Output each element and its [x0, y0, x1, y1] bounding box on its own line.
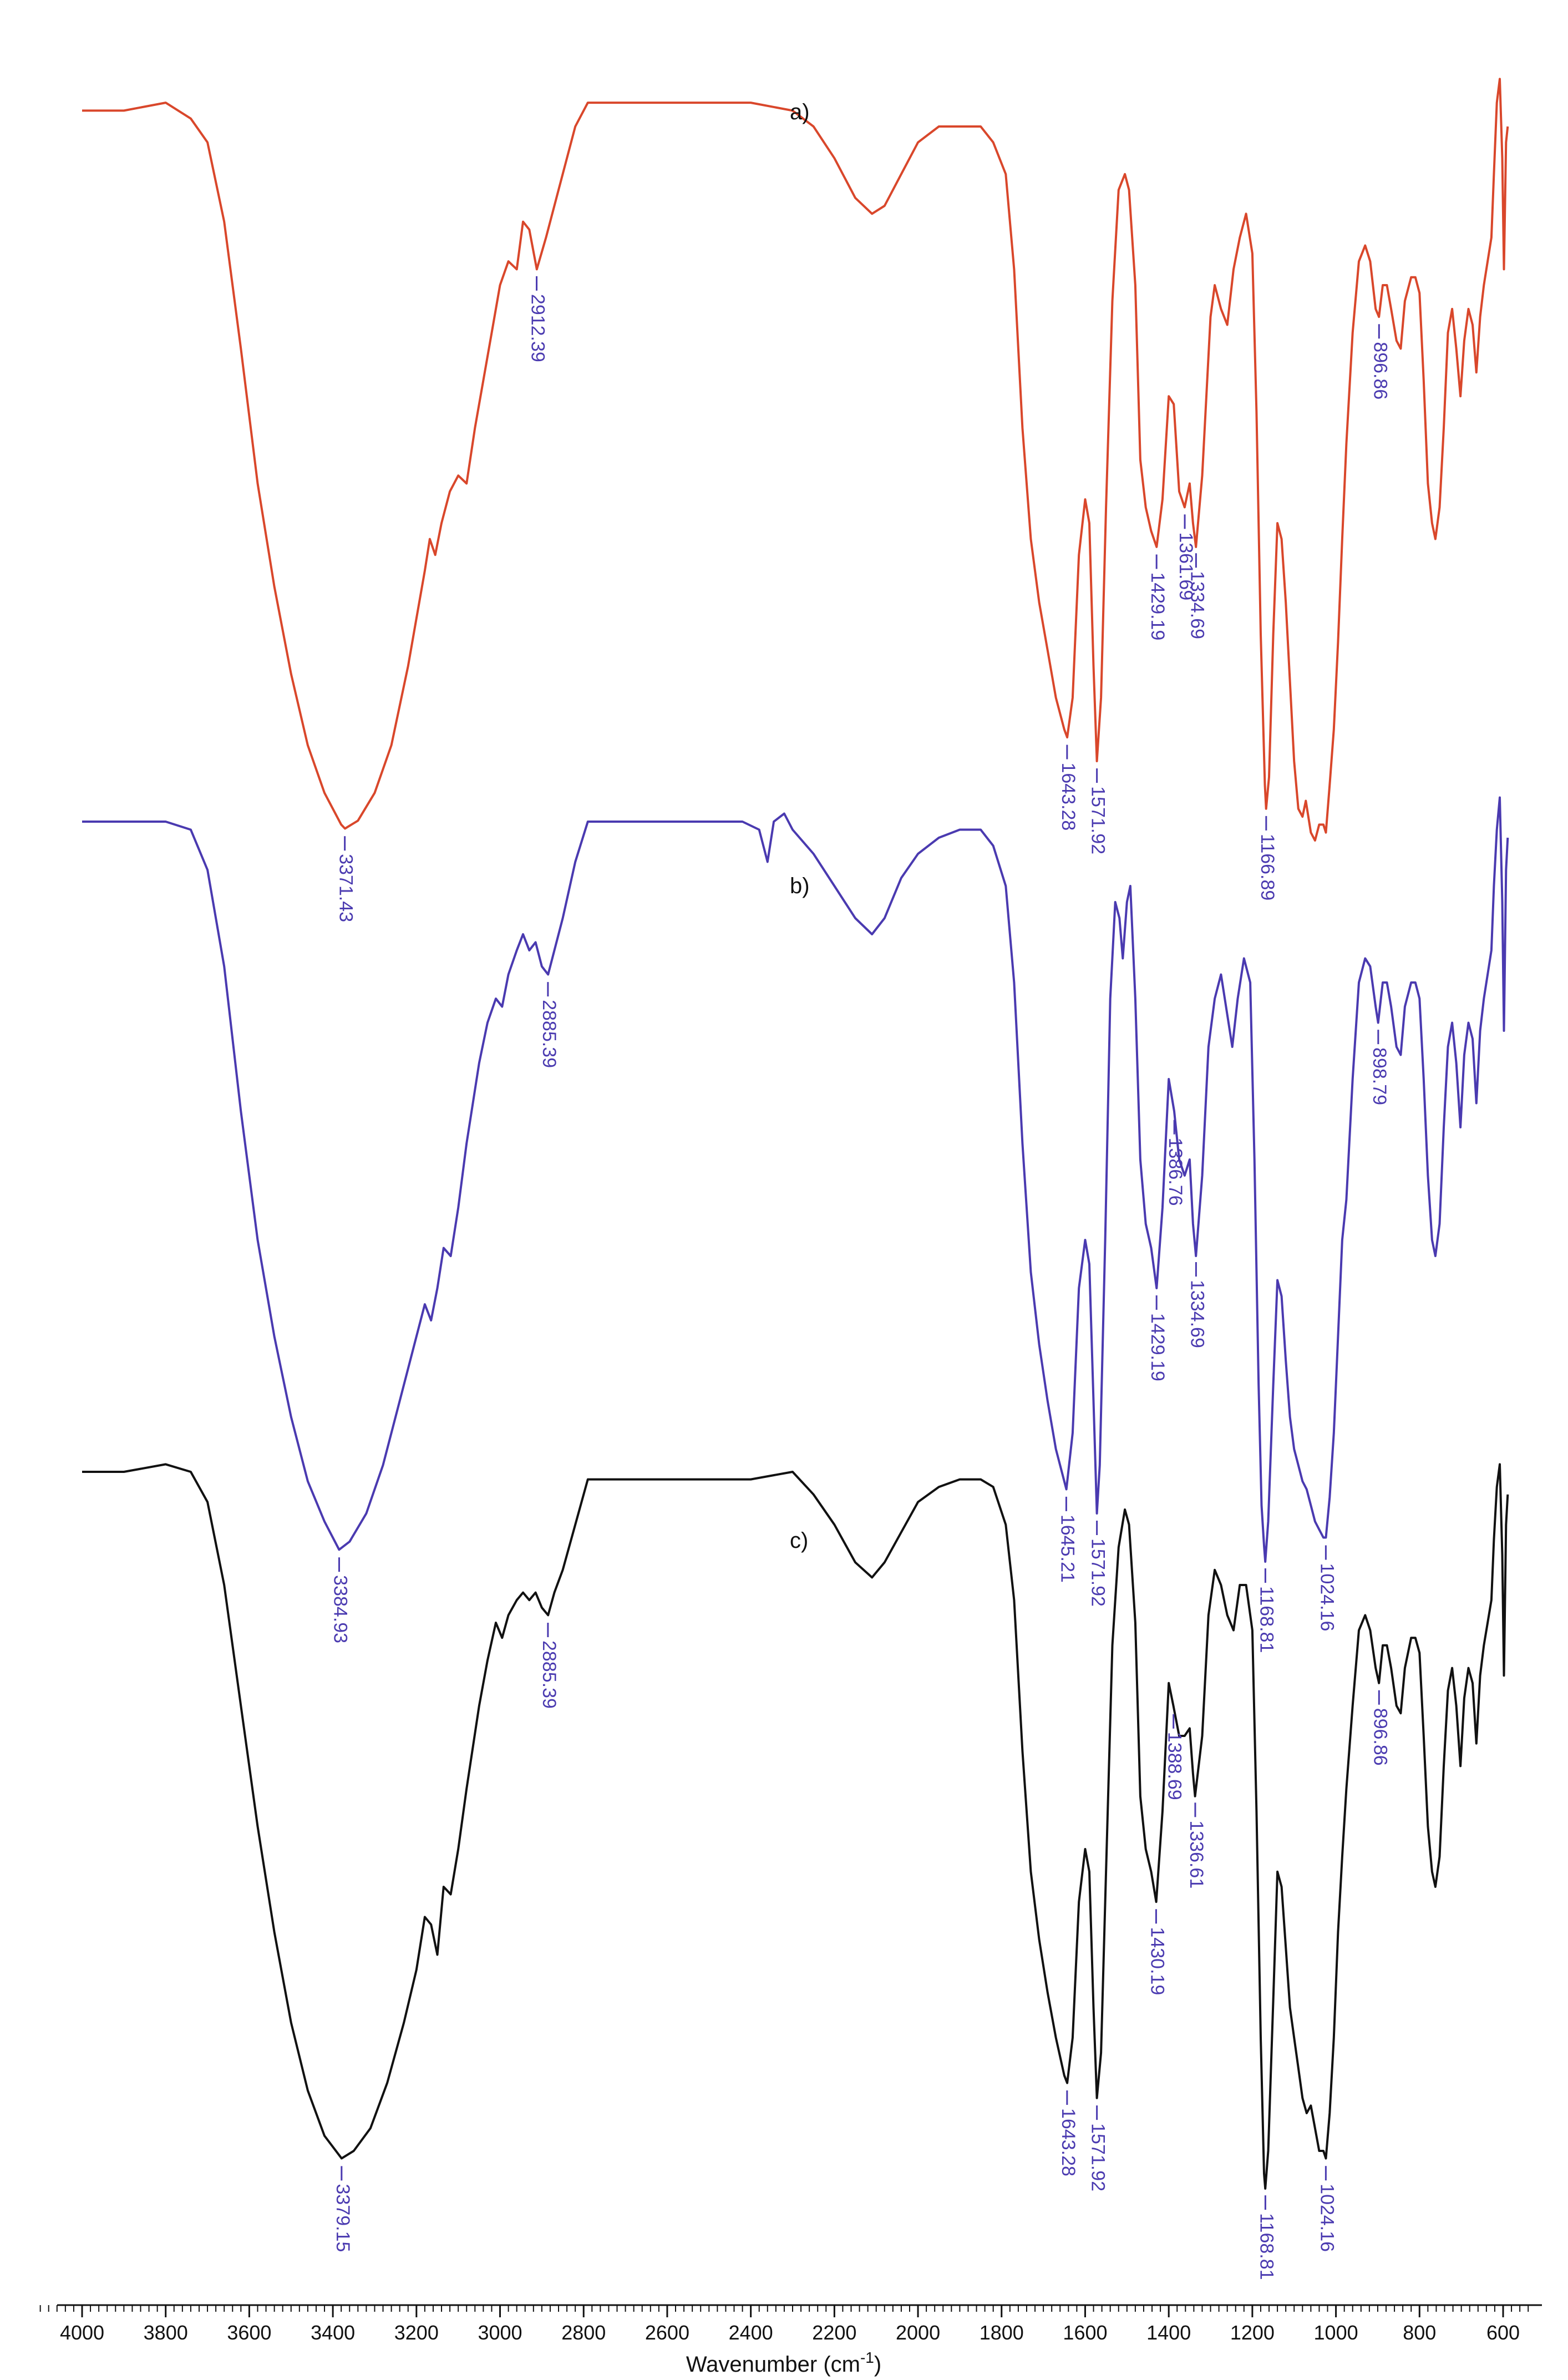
peak-label: 896.86 [1369, 324, 1391, 399]
spectra-group [82, 78, 1509, 2190]
peak-label: 2885.39 [539, 1623, 560, 1709]
peak-label-text: 1643.28 [1058, 762, 1079, 831]
peak-label: 1024.16 [1316, 1545, 1337, 1631]
peak-label: 1168.81 [1256, 1568, 1277, 1653]
peak-label: 1336.61 [1186, 1802, 1207, 1888]
series-label-1: a) [790, 100, 810, 124]
peak-label: 1429.19 [1147, 554, 1168, 640]
peak-label-text: 1429.19 [1147, 1313, 1168, 1381]
peak-label-text: 2912.39 [527, 294, 549, 362]
x-tick-label: 2200 [812, 2321, 856, 2344]
peak-label: 1430.19 [1146, 1909, 1168, 1995]
peak-label: 1334.69 [1186, 1262, 1207, 1348]
x-tick-label: 3000 [478, 2321, 522, 2344]
peak-label: 2912.39 [527, 276, 549, 362]
x-tick-label: 1800 [980, 2321, 1024, 2344]
spectrum-line-1 [82, 78, 1509, 842]
peak-label: 3371.43 [336, 836, 357, 922]
peak-label-text: 3384.93 [330, 1575, 351, 1643]
peak-label: 1334.69 [1186, 553, 1207, 639]
peak-label-text: 2885.39 [539, 1640, 560, 1709]
peak-label-text: 1645.21 [1057, 1515, 1078, 1583]
peak-label-text: 896.86 [1369, 342, 1391, 399]
peak-label-text: 2885.39 [539, 1000, 560, 1068]
peak-label-text: 898.79 [1369, 1047, 1390, 1105]
peak-label-text: 1168.81 [1256, 2213, 1277, 2280]
peak-label: 1643.28 [1058, 2090, 1079, 2176]
spectrum-line-3 [82, 1463, 1509, 2190]
peak-label: 1361.69 [1175, 514, 1196, 600]
peak-label: 3384.93 [330, 1557, 351, 1643]
x-axis-title-superscript: -1 [860, 2349, 874, 2366]
peak-label-text: 1571.92 [1088, 2123, 1109, 2191]
x-tick-label: 600 [1486, 2321, 1520, 2344]
x-axis-title-main: Wavenumber (cm [686, 2352, 860, 2377]
x-tick-label: 2000 [896, 2321, 940, 2344]
peak-label-text: 1168.81 [1256, 1586, 1277, 1653]
peak-label: 2885.39 [539, 982, 560, 1068]
x-axis-title: Wavenumber (cm-1) [686, 2349, 881, 2377]
x-tick-label: 1600 [1063, 2321, 1107, 2344]
x-tick-label: 1000 [1314, 2321, 1358, 2344]
peak-labels-group: 3371.43 2912.39 1643.28 1571.92 1429.19 1361.… [330, 276, 1391, 2280]
x-tick-label: 3600 [227, 2321, 271, 2344]
peak-label: 896.86 [1369, 1690, 1391, 1766]
peak-label-text: 3371.43 [336, 854, 357, 922]
peak-label: 1386.76 [1165, 1120, 1186, 1206]
peak-label: 1429.19 [1147, 1295, 1168, 1381]
peak-label-text: 1024.16 [1316, 1563, 1337, 1631]
peak-label: 1166.89 [1257, 816, 1278, 900]
peak-label-text: 1430.19 [1146, 1927, 1168, 1995]
x-tick-label: 3400 [311, 2321, 355, 2344]
peak-label-text: 1571.92 [1088, 1538, 1109, 1607]
peak-label-text: 1429.19 [1147, 572, 1168, 640]
peak-label-text: 1166.89 [1257, 834, 1278, 900]
peak-label: 1643.28 [1058, 745, 1079, 831]
peak-label-text: 1334.69 [1186, 1280, 1207, 1348]
peak-label: 1571.92 [1088, 2105, 1109, 2191]
peak-label-text: 1334.69 [1186, 571, 1207, 639]
peak-label: 898.79 [1369, 1030, 1390, 1105]
x-tick-label: 4000 [60, 2321, 104, 2344]
series-label-3: c) [790, 1528, 808, 1553]
peak-label-text: 1361.69 [1175, 532, 1196, 600]
x-tick-label: 2800 [561, 2321, 606, 2344]
x-tick-label: 2600 [645, 2321, 689, 2344]
peak-label: 1024.16 [1316, 2166, 1337, 2252]
x-tick-label: 3200 [394, 2321, 439, 2344]
peak-label-text: 896.86 [1369, 1708, 1391, 1766]
peak-label: 1168.81 [1256, 2195, 1277, 2280]
peak-label-text: 1024.16 [1316, 2184, 1337, 2252]
x-tick-label: 1400 [1146, 2321, 1191, 2344]
peak-label: 1571.92 [1088, 1521, 1109, 1607]
x-tick-label: 800 [1403, 2321, 1436, 2344]
x-tick-label: 3800 [144, 2321, 188, 2344]
x-tick-label: 1200 [1230, 2321, 1275, 2344]
peak-label: 1388.69 [1164, 1714, 1185, 1800]
peak-label-text: 1336.61 [1186, 1820, 1207, 1888]
spectrum-line-2 [82, 796, 1509, 1563]
peak-label: 1645.21 [1057, 1496, 1078, 1583]
peak-label-text: 1643.28 [1058, 2108, 1079, 2176]
peak-label-text: 3379.15 [332, 2184, 353, 2252]
peak-label-text: 1386.76 [1165, 1138, 1186, 1206]
x-tick-label: 2400 [729, 2321, 773, 2344]
series-label-2: b) [790, 874, 810, 898]
peak-label: 3379.15 [332, 2166, 353, 2252]
x-axis-title-tail: ) [874, 2352, 881, 2377]
peak-label-text: 1571.92 [1088, 786, 1109, 854]
x-axis: 4000 3800 3600 3400 3200 3000 2800 2600 2400 2200… [39, 2304, 1542, 2344]
series-labels-group: a) b) c) [790, 100, 810, 1553]
peak-label: 1571.92 [1088, 768, 1109, 854]
peak-label-text: 1388.69 [1164, 1732, 1185, 1800]
